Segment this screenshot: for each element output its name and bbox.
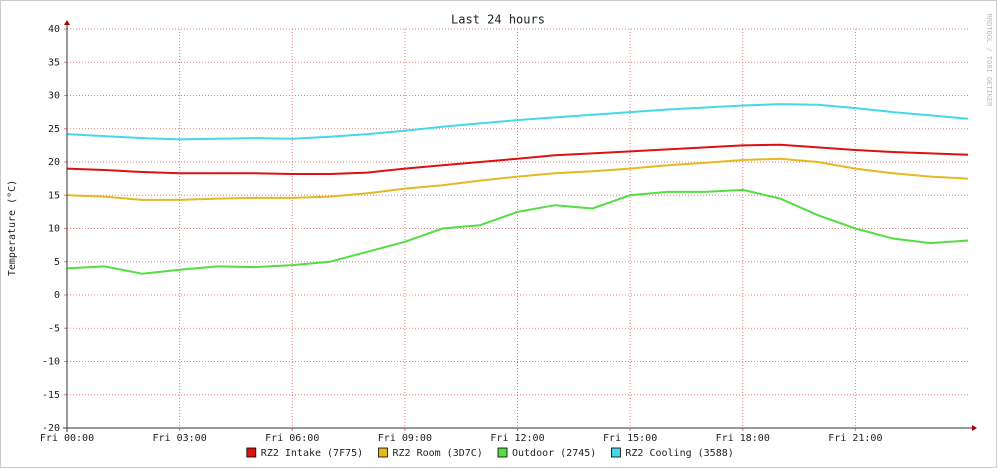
legend-swatch [378,447,388,458]
y-tick-label: 5 [54,257,60,268]
y-tick-label: 10 [48,224,60,235]
data-line [66,143,969,175]
legend-label: RZ2 Intake (7F75) [261,448,363,459]
y-tick-label: 20 [48,157,60,168]
y-axis-label: Temperature (°C) [7,180,18,276]
y-tick-label: -10 [42,357,60,368]
legend-swatch [611,447,621,458]
data-line [66,188,969,275]
legend-swatch [497,447,508,458]
legend-label: Outdoor (2745) [512,448,596,459]
watermark: RRDTOOL / TOBI OETIKER [985,14,993,108]
data-line [66,103,969,141]
x-axis-arrow [972,425,977,431]
y-tick-label: 30 [48,91,60,102]
y-axis-arrow [64,20,70,25]
x-tick-label: Fri 06:00 [265,433,319,444]
x-tick-label: Fri 00:00 [40,433,94,444]
y-tick-label: 40 [48,24,60,35]
x-tick-label: Fri 12:00 [490,433,544,444]
y-tick-label: -20 [42,423,60,434]
legend-label: RZ2 Cooling (3588) [625,448,733,459]
x-tick-label: Fri 03:00 [153,433,207,444]
x-tick-label: Fri 21:00 [828,433,882,444]
data-line [66,157,969,201]
legend-label: RZ2 Room (3D7C) [393,448,483,459]
chart-title: Last 24 hours [451,13,545,27]
y-tick-label: 15 [48,190,60,201]
y-tick-label: 0 [54,290,60,301]
legend-swatch [246,447,257,458]
y-tick-label: 25 [48,124,60,135]
x-tick-label: Fri 15:00 [603,433,657,444]
y-tick-label: 35 [48,57,60,68]
y-tick-label: -15 [42,390,60,401]
x-tick-label: Fri 09:00 [378,433,432,444]
x-tick-label: Fri 18:00 [716,433,770,444]
y-tick-label: -5 [48,323,60,334]
